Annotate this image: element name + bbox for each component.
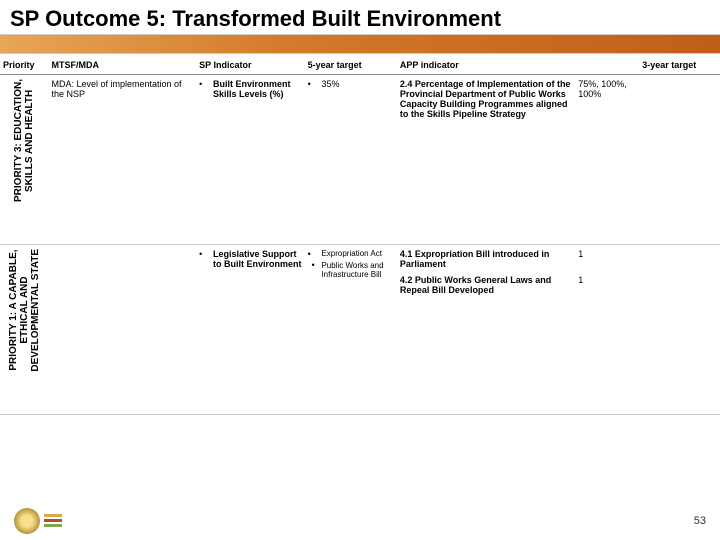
fivey-cell-1: 35% bbox=[318, 75, 396, 245]
threey-val-2a: 1 bbox=[578, 249, 636, 269]
table-wrap: Priority MTSF/MDA SP Indicator 5-year ta… bbox=[0, 54, 720, 415]
priority-label-2: PRIORITY 1: A CAPABLE, ETHICAL AND DEVEL… bbox=[8, 249, 41, 372]
sp-text-1: Built Environment Skills Levels (%) bbox=[213, 79, 291, 99]
accent-band bbox=[0, 34, 720, 54]
outcome-table: Priority MTSF/MDA SP Indicator 5-year ta… bbox=[0, 56, 720, 415]
page-number: 53 bbox=[694, 515, 706, 527]
priority-cell-1: PRIORITY 3: EDUCATION, SKILLS AND HEALTH bbox=[0, 75, 48, 245]
fivey-b: Public Works and Infrastructure Bill bbox=[321, 261, 383, 279]
page-title: SP Outcome 5: Transformed Built Environm… bbox=[10, 6, 710, 32]
col-threey: 3-year target bbox=[639, 56, 720, 75]
fivey-cell-2: Expropriation Act •Public Works and Infr… bbox=[318, 245, 396, 415]
col-mtsf: MTSF/MDA bbox=[48, 56, 196, 75]
threey-cell-1 bbox=[639, 75, 720, 245]
fivey-bullet-2b: • bbox=[311, 260, 321, 270]
priority-label-1: PRIORITY 3: EDUCATION, SKILLS AND HEALTH bbox=[13, 79, 35, 202]
threey-val-2b: 1 bbox=[578, 275, 636, 295]
col-app: APP indicator bbox=[397, 56, 639, 75]
app-text-2a: 4.1 Expropriation Bill introduced in Par… bbox=[400, 249, 568, 269]
header-row: Priority MTSF/MDA SP Indicator 5-year ta… bbox=[0, 56, 720, 75]
title-bar: SP Outcome 5: Transformed Built Environm… bbox=[0, 0, 720, 34]
mtsf-cell-1: MDA: Level of implementation of the NSP bbox=[48, 75, 196, 245]
app-cell-1: 2.4 Percentage of Implementation of the … bbox=[397, 75, 639, 245]
fivey-bullet-1: • bbox=[305, 75, 319, 245]
col-fivey: 5-year target bbox=[305, 56, 397, 75]
app-text-1: 2.4 Percentage of Implementation of the … bbox=[400, 79, 572, 119]
threey-text-1: 75%, 100%, 100% bbox=[578, 79, 636, 119]
fivey-bullet-2a: • bbox=[305, 245, 319, 415]
table-row: PRIORITY 1: A CAPABLE, ETHICAL AND DEVEL… bbox=[0, 245, 720, 415]
sp-text-2: Legislative Support to Built Environment bbox=[213, 249, 302, 269]
footer: 53 bbox=[0, 506, 720, 536]
fivey-a: Expropriation Act bbox=[321, 249, 393, 258]
sp-bullet-1: • bbox=[196, 75, 210, 245]
mtsf-cell-2 bbox=[48, 245, 196, 415]
sp-cell-1: Built Environment Skills Levels (%) bbox=[210, 75, 305, 245]
table-row: PRIORITY 3: EDUCATION, SKILLS AND HEALTH… bbox=[0, 75, 720, 245]
threey-cell-2 bbox=[639, 245, 720, 415]
app-text-2b: 4.2 Public Works General Laws and Repeal… bbox=[400, 275, 568, 295]
sp-bullet-2: • bbox=[196, 245, 210, 415]
col-sp: SP Indicator bbox=[196, 56, 304, 75]
col-priority: Priority bbox=[0, 56, 48, 75]
app-cell-2: 4.1 Expropriation Bill introduced in Par… bbox=[397, 245, 639, 415]
crest-icon bbox=[14, 508, 40, 534]
priority-cell-2: PRIORITY 1: A CAPABLE, ETHICAL AND DEVEL… bbox=[0, 245, 48, 415]
sp-cell-2: Legislative Support to Built Environment bbox=[210, 245, 305, 415]
